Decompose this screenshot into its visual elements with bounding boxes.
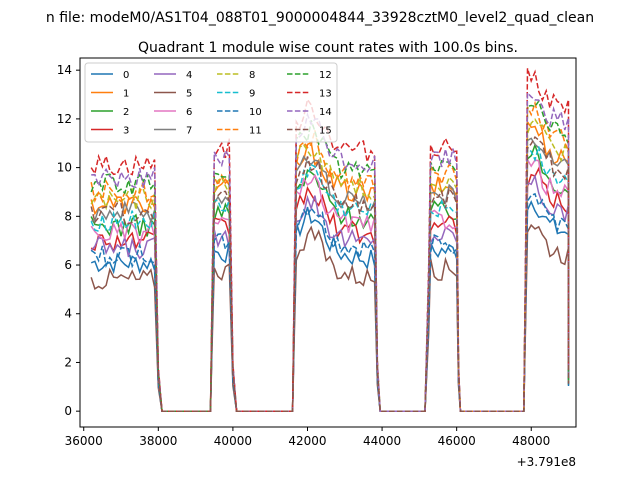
figure-suptitle: n file: modeM0/AS1T04_088T01_9000004844_… [46, 10, 594, 26]
series-line-7 [91, 137, 570, 412]
y-tick-label: 0 [64, 404, 72, 418]
x-tick-label: 44000 [363, 434, 401, 448]
legend-label-8: 8 [249, 70, 255, 81]
series-lines [90, 68, 570, 412]
y-tick-label: 10 [57, 161, 72, 175]
y-tick-label: 14 [57, 63, 72, 77]
y-tick-label: 12 [57, 112, 72, 126]
legend-label-6: 6 [186, 107, 192, 118]
series-line-10 [90, 192, 570, 412]
legend-label-13: 13 [319, 89, 332, 100]
x-tick-label: 42000 [288, 434, 326, 448]
series-line-8 [90, 118, 570, 412]
legend-label-9: 9 [249, 89, 255, 100]
y-tick-label: 4 [64, 307, 72, 321]
legend-box [84, 62, 338, 143]
y-tick-label: 6 [64, 258, 72, 272]
legend-label-1: 1 [123, 89, 129, 100]
legend-label-11: 11 [249, 126, 262, 137]
x-tick-label: 38000 [139, 434, 177, 448]
legend-label-14: 14 [319, 107, 332, 118]
legend-label-7: 7 [186, 126, 192, 137]
series-line-3 [90, 166, 570, 412]
legend-label-4: 4 [186, 70, 192, 81]
series-line-6 [90, 156, 570, 412]
series-line-0 [90, 200, 570, 412]
x-tick-label: 40000 [214, 434, 252, 448]
legend-label-3: 3 [123, 126, 129, 137]
x-axis: 36000 38000 40000 42000 44000 46000 48000 [65, 427, 550, 448]
x-tick-label: 36000 [65, 434, 103, 448]
x-tick-label: 48000 [512, 434, 550, 448]
legend-label-12: 12 [319, 70, 332, 81]
y-tick-label: 8 [64, 209, 72, 223]
x-tick-label: 46000 [438, 434, 476, 448]
series-line-2 [90, 142, 570, 412]
chart-title: Quadrant 1 module wise count rates with … [138, 40, 518, 56]
series-line-15 [90, 135, 570, 412]
legend-label-2: 2 [123, 107, 129, 118]
legend-label-5: 5 [186, 89, 192, 100]
legend-label-15: 15 [319, 126, 332, 137]
series-line-9 [90, 146, 570, 412]
y-axis: 0 2 4 6 8 10 12 14 [57, 63, 80, 418]
plot-frame [79, 57, 577, 428]
series-line-5 [90, 223, 570, 412]
legend-label-0: 0 [123, 70, 129, 81]
legend-label-10: 10 [249, 107, 262, 118]
y-tick-label: 2 [64, 355, 72, 369]
x-axis-offset-label: +3.791e8 [517, 455, 576, 469]
